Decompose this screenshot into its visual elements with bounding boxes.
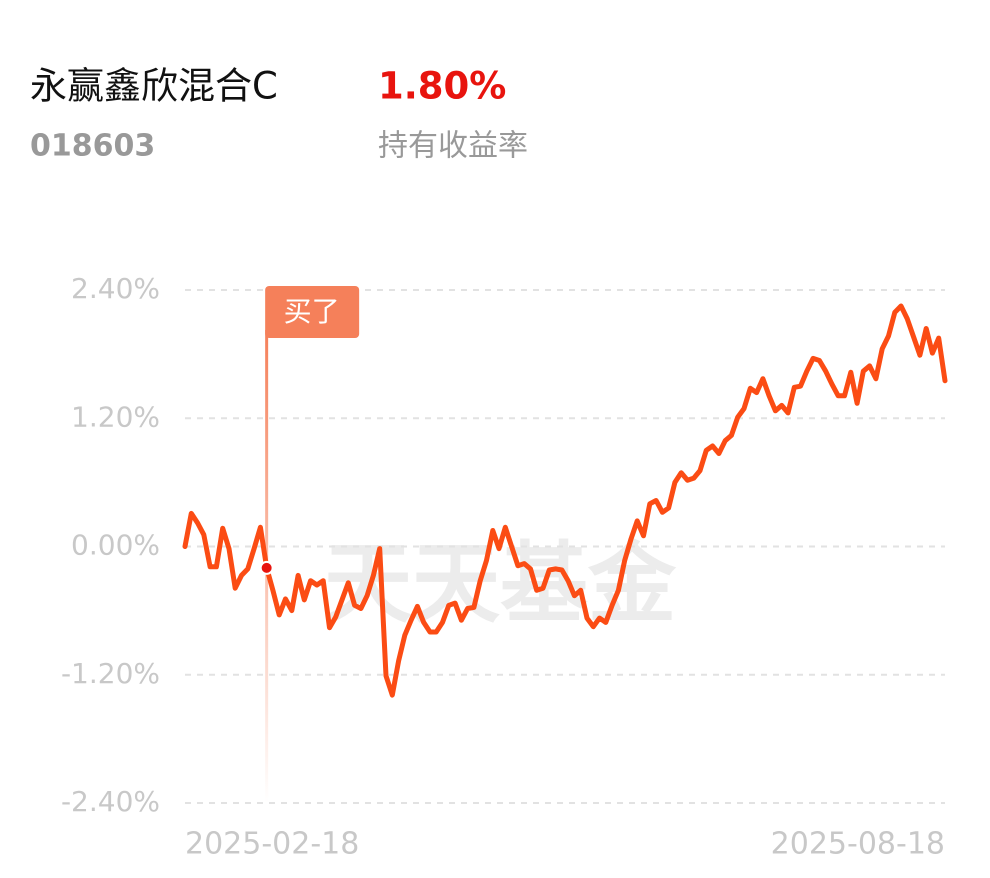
x-tick-label: 2025-02-18 <box>185 827 359 862</box>
annotation-text: 买了 <box>284 295 340 328</box>
y-tick-label: 0.00% <box>71 529 160 562</box>
fund-name: 永赢鑫欣混合C <box>30 65 278 108</box>
y-tick-label: -2.40% <box>61 785 160 818</box>
y-tick-label: 2.40% <box>71 272 160 305</box>
plot: 2.40% 1.20% 0.00% -1.20% -2.40% 2025-02-18 202… <box>61 272 948 862</box>
y-tick-label: 1.20% <box>71 400 160 433</box>
x-tick-label: 2025-08-18 <box>771 827 945 862</box>
return-value: 1.80% <box>378 65 506 108</box>
return-label: 持有收益率 <box>378 129 528 164</box>
annotation-box <box>265 286 360 338</box>
series-line <box>182 303 948 698</box>
buy-point <box>259 560 274 575</box>
y-tick-label: -1.20% <box>61 657 160 690</box>
fund-code: 018603 <box>30 129 155 164</box>
